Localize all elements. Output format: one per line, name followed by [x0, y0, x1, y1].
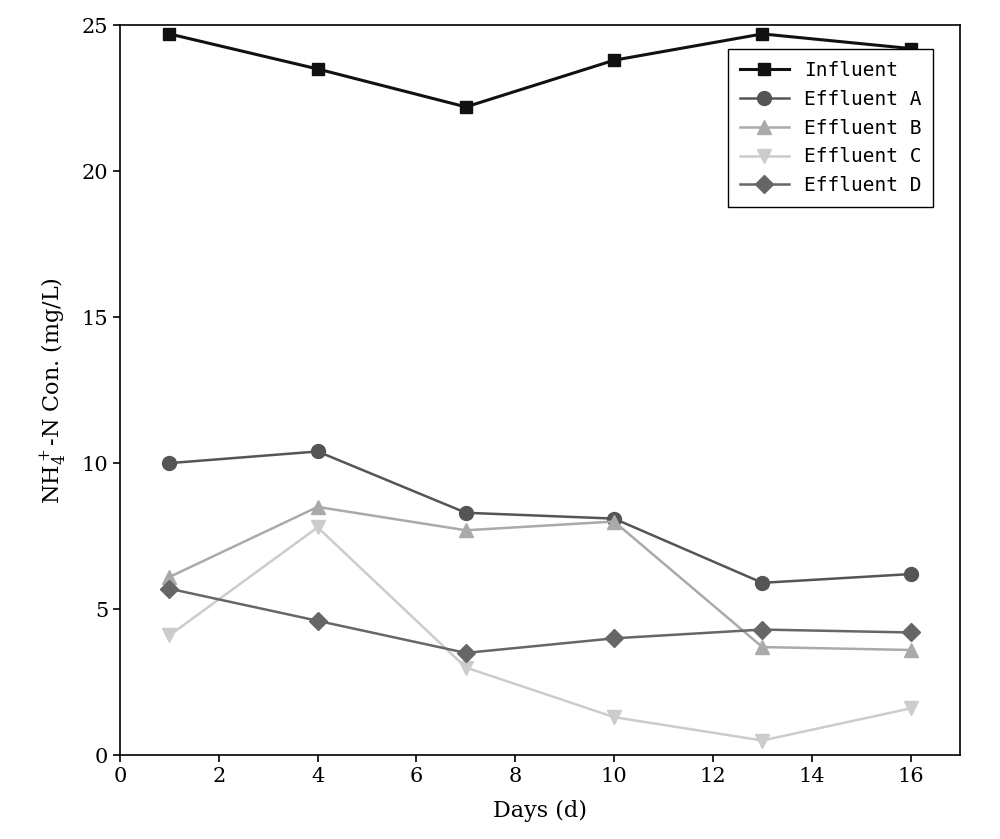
Line: Effluent C: Effluent C: [162, 520, 918, 748]
Effluent A: [756, 578, 768, 588]
Effluent C: [608, 712, 620, 722]
Effluent B: [756, 642, 768, 652]
Y-axis label: $\mathrm{NH_4^+}$-N Con. (mg/L): $\mathrm{NH_4^+}$-N Con. (mg/L): [38, 277, 68, 503]
Influent: [163, 29, 175, 39]
Effluent D: [608, 633, 620, 644]
Influent: [905, 44, 917, 54]
Effluent A: [312, 446, 324, 456]
Effluent D: [756, 624, 768, 634]
Legend: Influent, Effluent A, Effluent B, Effluent C, Effluent D: Influent, Effluent A, Effluent B, Efflue…: [728, 50, 933, 206]
Effluent B: [460, 525, 472, 535]
Line: Influent: Influent: [163, 28, 917, 113]
Effluent C: [756, 736, 768, 746]
Effluent A: [905, 569, 917, 579]
Effluent A: [460, 508, 472, 518]
Influent: [756, 29, 768, 39]
Line: Effluent B: Effluent B: [162, 500, 918, 657]
Effluent C: [905, 703, 917, 713]
Influent: [312, 64, 324, 74]
Effluent D: [163, 584, 175, 594]
Line: Effluent D: Effluent D: [163, 582, 917, 659]
Line: Effluent A: Effluent A: [162, 445, 918, 590]
Effluent B: [905, 645, 917, 655]
Effluent A: [608, 513, 620, 524]
Effluent B: [608, 517, 620, 527]
Effluent B: [163, 572, 175, 582]
Effluent C: [163, 630, 175, 640]
Effluent C: [312, 523, 324, 533]
Effluent D: [460, 648, 472, 658]
Effluent A: [163, 458, 175, 468]
Effluent D: [905, 628, 917, 638]
Effluent C: [460, 663, 472, 673]
Effluent B: [312, 502, 324, 512]
Influent: [608, 55, 620, 65]
X-axis label: Days (d): Days (d): [493, 800, 587, 822]
Influent: [460, 102, 472, 112]
Effluent D: [312, 616, 324, 626]
